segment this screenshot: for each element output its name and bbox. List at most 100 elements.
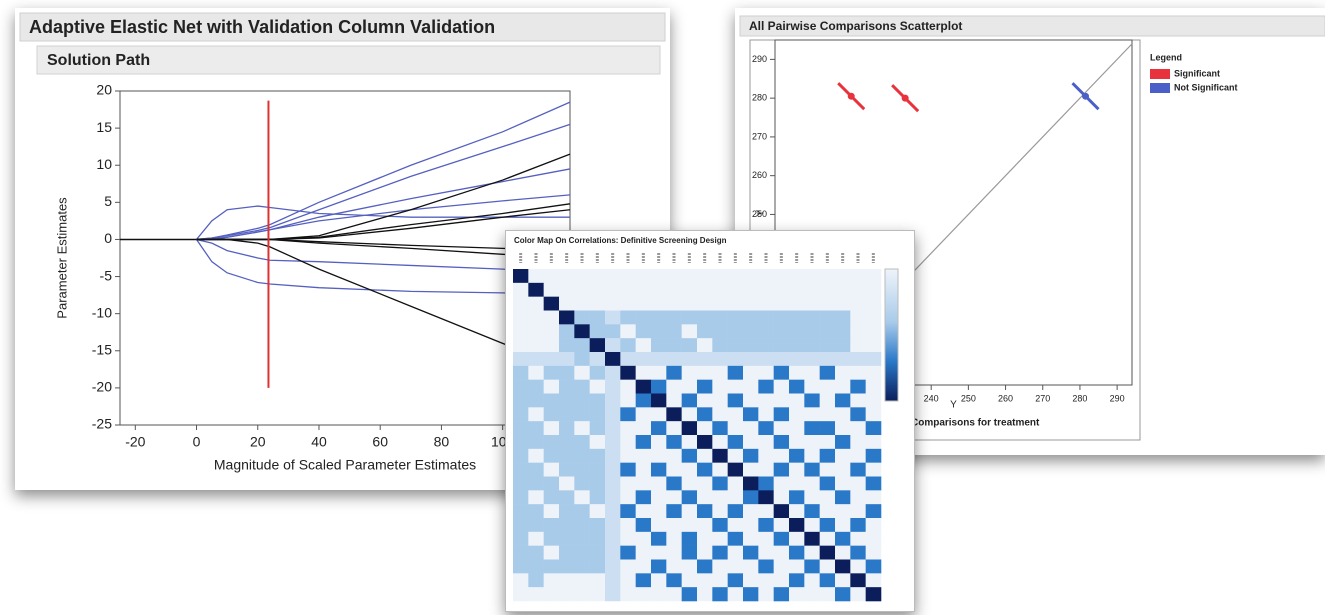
heatmap-cell [819,407,836,422]
caption: Pairwise Comparisons for treatment [868,418,1040,429]
heatmap-cell [681,421,698,436]
heatmap-cell [651,559,667,574]
heatmap-cell [850,518,866,533]
heatmap-cell [758,365,774,380]
heatmap-cell [528,352,544,367]
heatmap-cell [727,269,744,284]
heatmap-cell [651,269,667,284]
heatmap-cell [574,282,590,297]
heatmap-cell [865,407,882,422]
heatmap-cell [666,338,682,353]
x-tick-label: 240 [924,394,939,404]
heatmap-cell [543,587,560,602]
heatmap-cell [865,421,882,436]
window-title: All Pairwise Comparisons Scatterplot [749,19,962,33]
heatmap-cell [574,545,590,560]
heatmap-cell [574,504,590,519]
heatmap-cell [605,462,621,477]
heatmap-cell [850,269,866,284]
heatmap-cell [528,310,544,325]
heatmap-cell [804,476,820,491]
heatmap-cell [635,365,652,380]
heatmap-cell [559,435,575,450]
heatmap-cell [758,559,774,574]
heatmap-cell [681,587,698,602]
heatmap-cell [574,490,590,505]
heatmap-cell [681,559,698,574]
heatmap-cell [865,435,882,450]
subtitle-bar [36,45,661,75]
heatmap-cell [589,448,606,463]
scatterplot-panel: All Pairwise Comparisons Scatterplot 250… [739,15,1325,441]
heatmap-cell [819,269,836,284]
heatmap-cell [574,310,590,325]
heatmap-cell [620,338,636,353]
heatmap-cell [635,324,652,339]
heatmap-cell [651,393,667,408]
heatmap-cell [589,269,606,284]
heatmap-cell [666,282,682,297]
heatmap-cell [651,476,667,491]
heatmap-cell [743,448,759,463]
heatmap-cell [865,545,882,560]
heatmap-cell [559,269,575,284]
heatmap-cell [543,490,560,505]
heatmap-cell [589,435,606,450]
x-tick-label: 60 [372,434,388,450]
heatmap-cell [743,282,759,297]
heatmap-cell [620,352,636,367]
heatmap-cell [513,324,529,339]
heatmap-cell [513,462,529,477]
heatmap-cell [543,448,560,463]
heatmap-cell [589,587,606,602]
heatmap-cell [666,435,682,450]
heatmap-cell [559,393,575,408]
heatmap-cell [743,573,759,588]
heatmap-cell [528,559,544,574]
heatmap-cell [712,338,728,353]
heatmap-cell [850,421,866,436]
heatmap-cell [574,393,590,408]
heatmap-cell [743,269,759,284]
x-tick-label: 20 [250,434,266,450]
heatmap-cell [635,573,652,588]
heatmap-cell [758,324,774,339]
heatmap-cell [681,518,698,533]
color-bar [884,268,899,402]
heatmap-cell [513,310,529,325]
heatmap-cell [743,296,759,311]
heatmap-cell [681,393,698,408]
heatmap-cell [666,518,682,533]
heatmap-cell [589,559,606,574]
heatmap-cell [651,407,667,422]
x-tick-label: 260 [998,394,1013,404]
y-tick-label: 5 [104,193,112,209]
heatmap-cell [528,518,544,533]
heatmap-cell [850,338,866,353]
heatmap-cell [651,282,667,297]
window-title: Adaptive Elastic Net with Validation Col… [29,17,495,37]
heatmap-cell [559,324,575,339]
heatmap-cell [773,587,790,602]
heatmap-cell [513,379,529,394]
x-tick-label: 0 [193,434,201,450]
heatmap-cell [819,352,836,367]
heatmap-cell [758,435,774,450]
y-tick-label: 280 [752,93,767,103]
heatmap-cell [773,531,790,546]
heatmap-cell [773,435,790,450]
heatmap-cell [528,324,544,339]
heatmap-cell [773,379,790,394]
heatmap-cell [589,282,606,297]
heatmap-cell [819,393,836,408]
heatmap-cell [727,435,744,450]
heatmap-cell [835,393,851,408]
heatmap-cell [697,352,713,367]
heatmap-cell [651,324,667,339]
heatmap-cell [697,545,713,560]
heatmap-cell [712,531,728,546]
heatmap-cell [789,338,805,353]
heatmap-cell [513,352,529,367]
heatmap-cell [589,324,606,339]
heatmap-cell [574,421,590,436]
